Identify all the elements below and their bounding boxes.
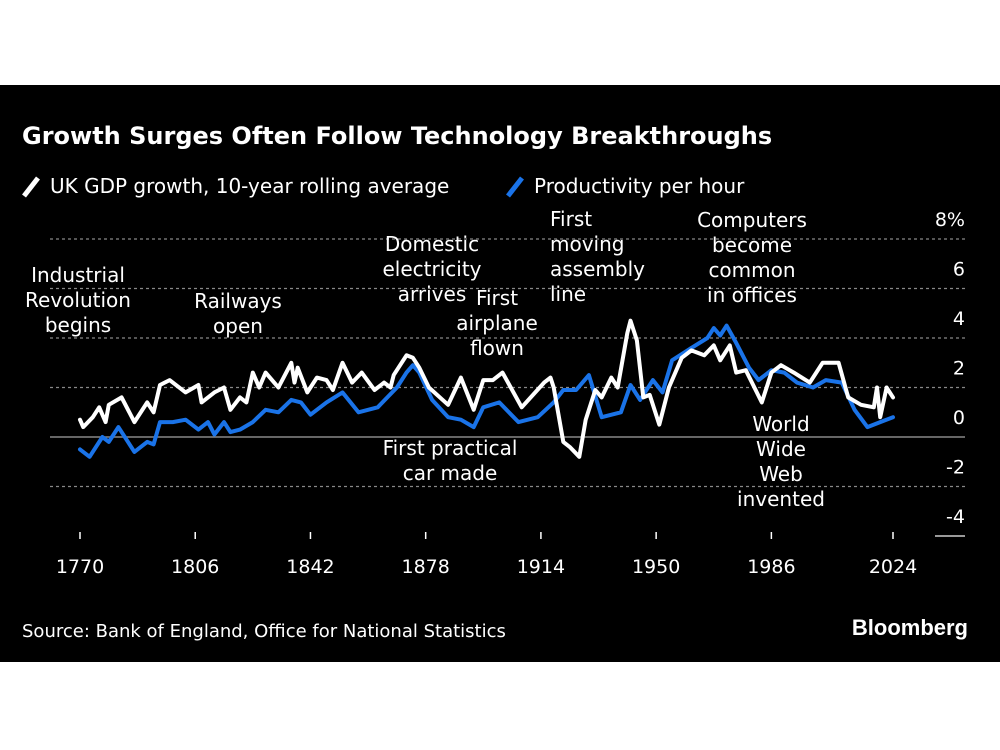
annotation-line: First [550, 207, 592, 231]
annotation-line: flown [470, 336, 524, 360]
annotation-line: Industrial [31, 263, 125, 287]
annotation-line: line [550, 282, 586, 306]
x-tick-label: 1806 [171, 556, 219, 578]
bloomberg-logo: Bloomberg [852, 615, 968, 640]
annotation-line: Web [759, 462, 803, 486]
annotation-line: Domestic [385, 232, 479, 256]
x-tick-label: 1878 [402, 556, 450, 578]
y-tick-label: 2 [953, 358, 965, 380]
annotation-line: airplane [456, 311, 538, 335]
annotation-electricity: Domestic electricity arrives [382, 232, 481, 306]
y-tick-label: 6 [953, 259, 965, 281]
x-tick-label: 2024 [869, 556, 917, 578]
series-lines [78, 318, 895, 459]
legend-label-gdp: UK GDP growth, 10-year rolling average [50, 174, 449, 198]
annotation-line: open [213, 314, 263, 338]
annotation-line: moving [550, 232, 624, 256]
annotation-line: Railways [194, 289, 282, 313]
annotation-line: invented [737, 487, 825, 511]
annotation-airplane: First airplane flown [456, 286, 538, 360]
annotation-line: in offices [707, 283, 797, 307]
annotation-line: Computers [697, 208, 807, 232]
annotation-line: begins [45, 313, 111, 337]
annotation-industrial: Industrial Revolution begins [25, 263, 131, 337]
annotation-line: common [708, 258, 795, 282]
x-tick-label: 1950 [632, 556, 680, 578]
y-tick-label: -2 [946, 457, 965, 479]
y-tick-label: 4 [953, 308, 965, 330]
annotation-line: Revolution [25, 288, 131, 312]
annotation-computers: Computers become common in offices [697, 208, 807, 307]
annotation-line: car made [403, 461, 498, 485]
y-tick-label: -4 [946, 506, 965, 528]
annotations: Industrial Revolution begins Railways open Do… [25, 207, 825, 511]
annotation-line: Wide [756, 437, 806, 461]
legend-label-productivity: Productivity per hour [534, 174, 745, 198]
annotation-line: assembly [550, 257, 645, 281]
legend: UK GDP growth, 10-year rolling average P… [22, 174, 745, 198]
x-tick-label: 1914 [517, 556, 565, 578]
annotation-line: First practical [383, 436, 518, 460]
gridlines [50, 238, 965, 537]
annotation-line: electricity [382, 257, 481, 281]
legend-swatch-productivity [506, 176, 524, 198]
annotation-assembly: First moving assembly line [550, 207, 645, 306]
annotation-railways: Railways open [194, 289, 282, 338]
annotation-line: World [752, 412, 809, 436]
x-tick-label: 1842 [286, 556, 334, 578]
x-axis: 1770 1806 1842 1878 1914 1950 1986 2024 [56, 532, 917, 578]
annotation-www: World Wide Web invented [737, 412, 825, 511]
gdp-growth-line [78, 318, 895, 459]
annotation-line: First [476, 286, 518, 310]
y-tick-label: 0 [953, 407, 965, 429]
x-tick-label: 1986 [747, 556, 795, 578]
annotation-line: become [712, 233, 792, 257]
annotation-car: First practical car made [383, 436, 518, 485]
legend-swatch-gdp [22, 176, 40, 198]
productivity-line [78, 323, 895, 459]
x-tick-label: 1770 [56, 556, 104, 578]
y-axis: 8% 6 4 2 0 -2 -4 [935, 209, 965, 528]
y-tick-label: 8% [935, 209, 965, 231]
annotation-line: arrives [398, 282, 466, 306]
chart-title: Growth Surges Often Follow Technology Br… [22, 122, 772, 150]
source-note: Source: Bank of England, Office for Nati… [22, 621, 506, 642]
